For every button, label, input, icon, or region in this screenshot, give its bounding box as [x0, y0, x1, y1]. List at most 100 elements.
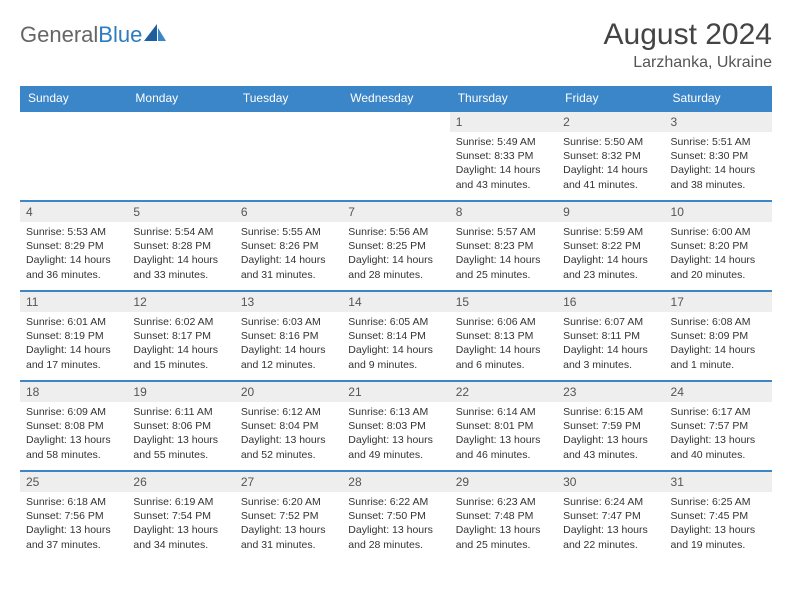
- sunset-text: Sunset: 8:32 PM: [563, 149, 658, 163]
- day-details: Sunrise: 5:59 AMSunset: 8:22 PMDaylight:…: [557, 222, 664, 286]
- sunrise-text: Sunrise: 6:20 AM: [241, 495, 336, 509]
- daylight-text: Daylight: 14 hours and 1 minute.: [671, 343, 766, 371]
- sunrise-text: Sunrise: 6:12 AM: [241, 405, 336, 419]
- calendar-cell: 4Sunrise: 5:53 AMSunset: 8:29 PMDaylight…: [20, 201, 127, 291]
- day-number: 25: [20, 472, 127, 492]
- calendar-cell: 18Sunrise: 6:09 AMSunset: 8:08 PMDayligh…: [20, 381, 127, 471]
- daylight-text: Daylight: 14 hours and 41 minutes.: [563, 163, 658, 191]
- calendar-row: 18Sunrise: 6:09 AMSunset: 8:08 PMDayligh…: [20, 381, 772, 471]
- day-number: 17: [665, 292, 772, 312]
- day-number: 13: [235, 292, 342, 312]
- calendar-cell: 14Sunrise: 6:05 AMSunset: 8:14 PMDayligh…: [342, 291, 449, 381]
- calendar-cell: 11Sunrise: 6:01 AMSunset: 8:19 PMDayligh…: [20, 291, 127, 381]
- sunset-text: Sunset: 8:30 PM: [671, 149, 766, 163]
- daylight-text: Daylight: 14 hours and 20 minutes.: [671, 253, 766, 281]
- day-number: 20: [235, 382, 342, 402]
- sunset-text: Sunset: 7:52 PM: [241, 509, 336, 523]
- daylight-text: Daylight: 13 hours and 22 minutes.: [563, 523, 658, 551]
- calendar-head: SundayMondayTuesdayWednesdayThursdayFrid…: [20, 86, 772, 111]
- calendar-cell: 17Sunrise: 6:08 AMSunset: 8:09 PMDayligh…: [665, 291, 772, 381]
- day-number: 19: [127, 382, 234, 402]
- calendar-cell: 3Sunrise: 5:51 AMSunset: 8:30 PMDaylight…: [665, 111, 772, 201]
- calendar-cell: 7Sunrise: 5:56 AMSunset: 8:25 PMDaylight…: [342, 201, 449, 291]
- day-number: 3: [665, 112, 772, 132]
- sunset-text: Sunset: 8:17 PM: [133, 329, 228, 343]
- sunrise-text: Sunrise: 5:49 AM: [456, 135, 551, 149]
- calendar-cell: 23Sunrise: 6:15 AMSunset: 7:59 PMDayligh…: [557, 381, 664, 471]
- daylight-text: Daylight: 13 hours and 46 minutes.: [456, 433, 551, 461]
- day-details: Sunrise: 6:05 AMSunset: 8:14 PMDaylight:…: [342, 312, 449, 376]
- day-details: Sunrise: 6:18 AMSunset: 7:56 PMDaylight:…: [20, 492, 127, 556]
- day-details: Sunrise: 6:24 AMSunset: 7:47 PMDaylight:…: [557, 492, 664, 556]
- sunset-text: Sunset: 8:04 PM: [241, 419, 336, 433]
- sunrise-text: Sunrise: 6:02 AM: [133, 315, 228, 329]
- calendar-cell: 12Sunrise: 6:02 AMSunset: 8:17 PMDayligh…: [127, 291, 234, 381]
- title-block: August 2024 Larzhanka, Ukraine: [604, 18, 772, 72]
- day-number: 16: [557, 292, 664, 312]
- sunrise-text: Sunrise: 6:13 AM: [348, 405, 443, 419]
- calendar-cell: 28Sunrise: 6:22 AMSunset: 7:50 PMDayligh…: [342, 471, 449, 561]
- daylight-text: Daylight: 13 hours and 52 minutes.: [241, 433, 336, 461]
- calendar-cell: 26Sunrise: 6:19 AMSunset: 7:54 PMDayligh…: [127, 471, 234, 561]
- daylight-text: Daylight: 13 hours and 28 minutes.: [348, 523, 443, 551]
- day-number: 31: [665, 472, 772, 492]
- daylight-text: Daylight: 14 hours and 23 minutes.: [563, 253, 658, 281]
- sunrise-text: Sunrise: 5:57 AM: [456, 225, 551, 239]
- calendar-cell: 20 Sunrise: 6:12 AMSunset: 8:04 PMDayligh…: [235, 381, 342, 471]
- daylight-text: Daylight: 14 hours and 17 minutes.: [26, 343, 121, 371]
- sunset-text: Sunset: 8:29 PM: [26, 239, 121, 253]
- sunset-text: Sunset: 8:14 PM: [348, 329, 443, 343]
- day-header: Monday: [127, 86, 234, 111]
- sunset-text: Sunset: 8:01 PM: [456, 419, 551, 433]
- day-details: Sunrise: 5:54 AMSunset: 8:28 PMDaylight:…: [127, 222, 234, 286]
- sunrise-text: Sunrise: 6:06 AM: [456, 315, 551, 329]
- daylight-text: Daylight: 14 hours and 31 minutes.: [241, 253, 336, 281]
- day-details: Sunrise: 5:55 AMSunset: 8:26 PMDaylight:…: [235, 222, 342, 286]
- calendar-row: 11Sunrise: 6:01 AMSunset: 8:19 PMDayligh…: [20, 291, 772, 381]
- day-number: 22: [450, 382, 557, 402]
- sunset-text: Sunset: 8:25 PM: [348, 239, 443, 253]
- day-details: Sunrise: 6:25 AMSunset: 7:45 PMDaylight:…: [665, 492, 772, 556]
- sunrise-text: Sunrise: 6:25 AM: [671, 495, 766, 509]
- daylight-text: Daylight: 13 hours and 58 minutes.: [26, 433, 121, 461]
- sunrise-text: Sunrise: 5:50 AM: [563, 135, 658, 149]
- day-number: 26: [127, 472, 234, 492]
- sunset-text: Sunset: 8:23 PM: [456, 239, 551, 253]
- sunset-text: Sunset: 7:59 PM: [563, 419, 658, 433]
- daylight-text: Daylight: 14 hours and 36 minutes.: [26, 253, 121, 281]
- calendar-cell: 15Sunrise: 6:06 AMSunset: 8:13 PMDayligh…: [450, 291, 557, 381]
- sunset-text: Sunset: 8:28 PM: [133, 239, 228, 253]
- day-number: 11: [20, 292, 127, 312]
- day-number: 24: [665, 382, 772, 402]
- day-header: Wednesday: [342, 86, 449, 111]
- day-details: Sunrise: 6:03 AMSunset: 8:16 PMDaylight:…: [235, 312, 342, 376]
- daylight-text: Daylight: 14 hours and 15 minutes.: [133, 343, 228, 371]
- day-details: Sunrise: 6:19 AMSunset: 7:54 PMDaylight:…: [127, 492, 234, 556]
- calendar-cell: 13Sunrise: 6:03 AMSunset: 8:16 PMDayligh…: [235, 291, 342, 381]
- calendar-cell: 2Sunrise: 5:50 AMSunset: 8:32 PMDaylight…: [557, 111, 664, 201]
- sunrise-text: Sunrise: 5:59 AM: [563, 225, 658, 239]
- day-number: 15: [450, 292, 557, 312]
- calendar-cell: [342, 111, 449, 201]
- day-number: 9: [557, 202, 664, 222]
- day-details: Sunrise: 6:07 AMSunset: 8:11 PMDaylight:…: [557, 312, 664, 376]
- calendar-cell: 29Sunrise: 6:23 AMSunset: 7:48 PMDayligh…: [450, 471, 557, 561]
- logo: GeneralBlue: [20, 18, 166, 48]
- calendar-cell: 10Sunrise: 6:00 AMSunset: 8:20 PMDayligh…: [665, 201, 772, 291]
- day-details: Sunrise: 6:09 AMSunset: 8:08 PMDaylight:…: [20, 402, 127, 466]
- day-details: Sunrise: 6:20 AMSunset: 7:52 PMDaylight:…: [235, 492, 342, 556]
- calendar-cell: 25Sunrise: 6:18 AMSunset: 7:56 PMDayligh…: [20, 471, 127, 561]
- calendar-cell: 30Sunrise: 6:24 AMSunset: 7:47 PMDayligh…: [557, 471, 664, 561]
- daylight-text: Daylight: 14 hours and 3 minutes.: [563, 343, 658, 371]
- calendar-cell: 21Sunrise: 6:13 AMSunset: 8:03 PMDayligh…: [342, 381, 449, 471]
- daylight-text: Daylight: 13 hours and 34 minutes.: [133, 523, 228, 551]
- calendar-row: 4Sunrise: 5:53 AMSunset: 8:29 PMDaylight…: [20, 201, 772, 291]
- sunrise-text: Sunrise: 6:19 AM: [133, 495, 228, 509]
- location-subtitle: Larzhanka, Ukraine: [604, 54, 772, 72]
- day-number: 1: [450, 112, 557, 132]
- calendar-cell: [20, 111, 127, 201]
- sunrise-text: Sunrise: 6:08 AM: [671, 315, 766, 329]
- daylight-text: Daylight: 14 hours and 25 minutes.: [456, 253, 551, 281]
- sunset-text: Sunset: 7:45 PM: [671, 509, 766, 523]
- calendar-cell: 9Sunrise: 5:59 AMSunset: 8:22 PMDaylight…: [557, 201, 664, 291]
